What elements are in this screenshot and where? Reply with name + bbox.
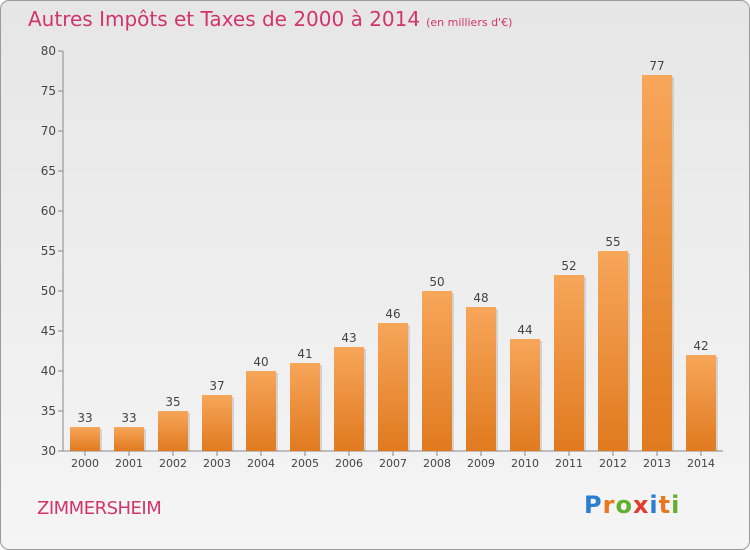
bar-value-label: 77 [649,59,664,73]
logo-letter: P [584,491,603,519]
x-tick-label: 2008 [423,457,451,470]
bar-value-label: 55 [605,235,620,249]
bar-value-label: 44 [517,323,532,337]
logo-letter: x [632,491,650,519]
bar-value-label: 37 [209,379,224,393]
y-tick-label: 40 [41,364,56,378]
chart-unit: (en milliers d'€) [426,16,513,29]
bar-value-label: 50 [429,275,444,289]
bar-value-label: 48 [473,291,488,305]
bar [554,275,584,451]
x-tick-label: 2004 [247,457,275,470]
y-tick-label: 30 [41,444,56,458]
logo-letter: o [615,491,633,519]
bar-value-label: 33 [77,411,92,425]
bar-value-label: 35 [165,395,180,409]
bar-value-label: 41 [297,347,312,361]
bar [202,395,232,451]
x-tick-label: 2013 [643,457,671,470]
logo-letter: i [671,491,681,519]
bar [598,251,628,451]
bar-value-label: 43 [341,331,356,345]
bar-value-label: 42 [693,339,708,353]
chart-title-text: Autres Impôts et Taxes de 2000 à 2014 [28,7,421,31]
bar [510,339,540,451]
bar-value-label: 40 [253,355,268,369]
x-tick-label: 2000 [71,457,99,470]
bar [378,323,408,451]
x-tick-label: 2011 [555,457,583,470]
y-tick-label: 60 [41,204,56,218]
y-tick-label: 50 [41,284,56,298]
x-tick-label: 2009 [467,457,495,470]
proxiti-logo[interactable]: Proxiti [584,491,680,519]
x-tick-label: 2003 [203,457,231,470]
bar [642,75,672,451]
bar-value-label: 33 [121,411,136,425]
bar [246,371,276,451]
logo-letter: r [602,491,616,519]
chart-title: Autres Impôts et Taxes de 2000 à 2014 (en… [28,7,512,31]
x-tick-label: 2007 [379,457,407,470]
bar [70,427,100,451]
y-tick-label: 45 [41,324,56,338]
x-tick-label: 2006 [335,457,363,470]
logo-letter: t [658,491,672,519]
y-tick-label: 55 [41,244,56,258]
y-tick-label: 75 [41,84,56,98]
x-tick-label: 2012 [599,457,627,470]
x-tick-label: 2005 [291,457,319,470]
bar [290,363,320,451]
logo-letter: i [649,491,659,519]
bar-value-label: 52 [561,259,576,273]
y-tick-label: 35 [41,404,56,418]
bar-value-label: 46 [385,307,400,321]
bar [114,427,144,451]
x-tick-label: 2001 [115,457,143,470]
bar [686,355,716,451]
bar [334,347,364,451]
bar [158,411,188,451]
x-tick-label: 2014 [687,457,715,470]
x-tick-label: 2010 [511,457,539,470]
y-tick-label: 80 [41,44,56,58]
bar [466,307,496,451]
x-tick-label: 2002 [159,457,187,470]
town-name: ZIMMERSHEIM [37,498,162,519]
y-tick-label: 65 [41,164,56,178]
y-tick-label: 70 [41,124,56,138]
bar [422,291,452,451]
